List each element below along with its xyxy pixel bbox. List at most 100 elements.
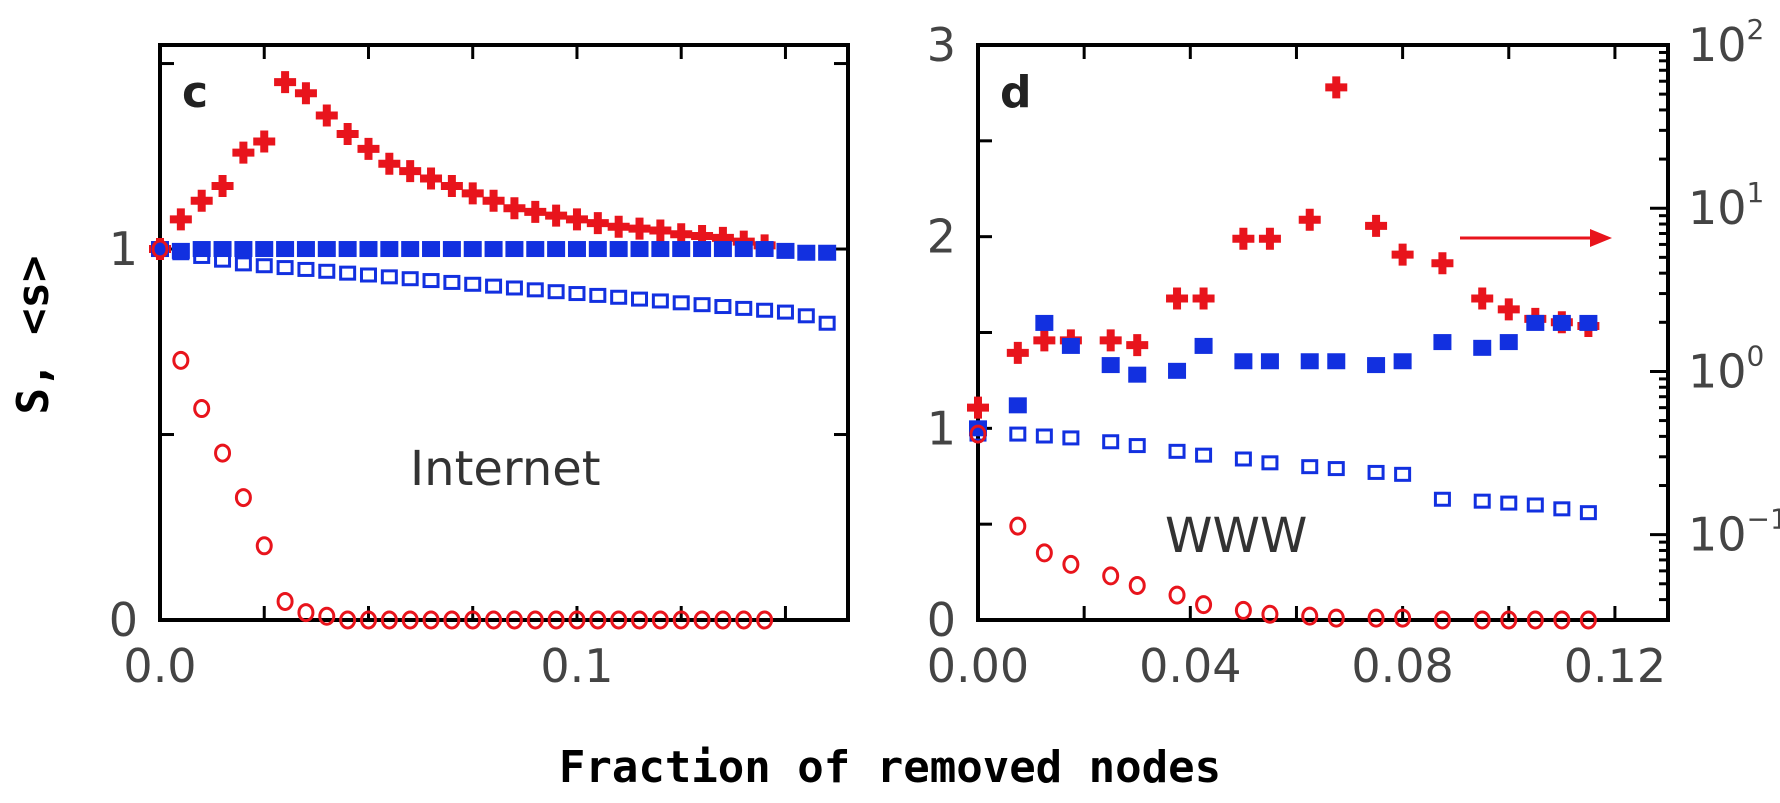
data-point bbox=[1473, 339, 1492, 356]
data-point bbox=[193, 248, 211, 264]
data-point bbox=[714, 299, 732, 315]
data-point bbox=[756, 610, 774, 630]
panel-c: 0.0 0.1 0 1 c Internet bbox=[109, 43, 850, 693]
data-point bbox=[1126, 334, 1149, 357]
data-point bbox=[1168, 362, 1187, 379]
data-point bbox=[755, 241, 774, 258]
data-point bbox=[1497, 298, 1520, 321]
data-point bbox=[1234, 600, 1252, 620]
data-point bbox=[276, 591, 294, 611]
y-tick-label: 0 bbox=[109, 593, 138, 647]
data-point bbox=[505, 241, 524, 258]
data-point bbox=[568, 610, 586, 630]
data-point bbox=[1128, 438, 1146, 454]
data-point bbox=[1261, 604, 1279, 624]
data-point bbox=[1009, 426, 1027, 442]
data-point bbox=[1499, 334, 1518, 351]
data-point bbox=[1433, 491, 1451, 507]
data-point bbox=[1194, 337, 1213, 354]
data-point bbox=[1101, 357, 1120, 374]
data-point bbox=[631, 291, 649, 307]
data-point bbox=[1035, 428, 1053, 444]
data-point bbox=[1128, 576, 1146, 595]
data-point bbox=[338, 241, 357, 258]
data-point bbox=[1367, 464, 1385, 480]
data-point bbox=[610, 610, 628, 630]
panel-d: 0.00 0.04 0.08 0.12 0 1 2 3 10−1 100 101 102 d WWW bbox=[927, 13, 1780, 693]
series-open-square bbox=[151, 241, 836, 331]
data-point bbox=[1102, 434, 1120, 450]
data-point bbox=[464, 276, 482, 292]
data-point bbox=[503, 197, 526, 220]
data-point bbox=[422, 241, 441, 258]
data-point bbox=[672, 241, 691, 258]
data-point bbox=[297, 261, 315, 277]
data-point bbox=[776, 304, 794, 320]
data-point bbox=[1234, 451, 1252, 467]
data-point bbox=[172, 245, 190, 261]
data-point bbox=[440, 174, 463, 197]
data-point bbox=[420, 167, 443, 190]
series-filled-square bbox=[969, 314, 1598, 437]
data-point bbox=[1394, 466, 1412, 482]
series-open-circle bbox=[151, 239, 774, 630]
data-point bbox=[380, 610, 398, 630]
data-point bbox=[297, 603, 315, 623]
data-point bbox=[234, 241, 253, 258]
data-point bbox=[255, 241, 274, 258]
data-point bbox=[547, 610, 565, 630]
data-point bbox=[315, 104, 338, 127]
data-point bbox=[693, 297, 711, 313]
data-point bbox=[484, 241, 503, 258]
data-point bbox=[1553, 501, 1571, 517]
data-point bbox=[505, 280, 523, 296]
data-point bbox=[214, 252, 232, 268]
data-point bbox=[589, 610, 607, 630]
data-point bbox=[526, 610, 544, 630]
x-tick-label: 0.12 bbox=[1564, 639, 1666, 693]
data-point bbox=[1552, 314, 1571, 331]
data-point bbox=[422, 610, 440, 630]
data-point bbox=[545, 204, 568, 227]
data-point bbox=[526, 282, 544, 298]
data-point bbox=[734, 241, 753, 258]
ticks-d: 0.00 0.04 0.08 0.12 0 1 2 3 10−1 100 101 102 bbox=[927, 13, 1780, 693]
series-open-circle bbox=[969, 424, 1597, 630]
data-point bbox=[1261, 455, 1279, 471]
data-point bbox=[401, 610, 419, 630]
data-point bbox=[214, 443, 232, 463]
data-point bbox=[1009, 516, 1027, 536]
data-point bbox=[565, 208, 588, 231]
data-point bbox=[693, 241, 712, 258]
data-point bbox=[567, 241, 586, 258]
data-point bbox=[1526, 610, 1544, 630]
data-point bbox=[969, 424, 987, 444]
x-tick-label: 0.1 bbox=[540, 639, 613, 693]
data-point bbox=[1327, 461, 1345, 477]
data-point bbox=[756, 302, 774, 318]
data-point bbox=[1195, 595, 1213, 615]
data-point bbox=[318, 606, 336, 626]
series-filled-plus bbox=[149, 71, 776, 261]
data-point bbox=[1553, 610, 1571, 630]
data-point bbox=[296, 241, 315, 258]
data-point bbox=[336, 123, 359, 146]
data-point bbox=[735, 300, 753, 316]
data-point bbox=[818, 244, 837, 261]
data-point bbox=[380, 269, 398, 285]
data-point bbox=[464, 610, 482, 630]
data-point bbox=[818, 315, 836, 331]
data-point bbox=[232, 141, 255, 164]
data-point bbox=[1062, 554, 1080, 574]
panel-label-c: c bbox=[182, 67, 208, 118]
data-point bbox=[711, 226, 734, 249]
ticks-c: 0.0 0.1 0 1 bbox=[109, 45, 848, 693]
data-point bbox=[1393, 353, 1412, 370]
data-point bbox=[401, 241, 420, 258]
data-point bbox=[588, 241, 607, 258]
x-tick-label: 0.0 bbox=[123, 639, 196, 693]
data-point bbox=[339, 610, 357, 630]
data-point bbox=[1008, 397, 1027, 414]
data-point bbox=[169, 208, 192, 231]
data-point bbox=[339, 265, 357, 281]
